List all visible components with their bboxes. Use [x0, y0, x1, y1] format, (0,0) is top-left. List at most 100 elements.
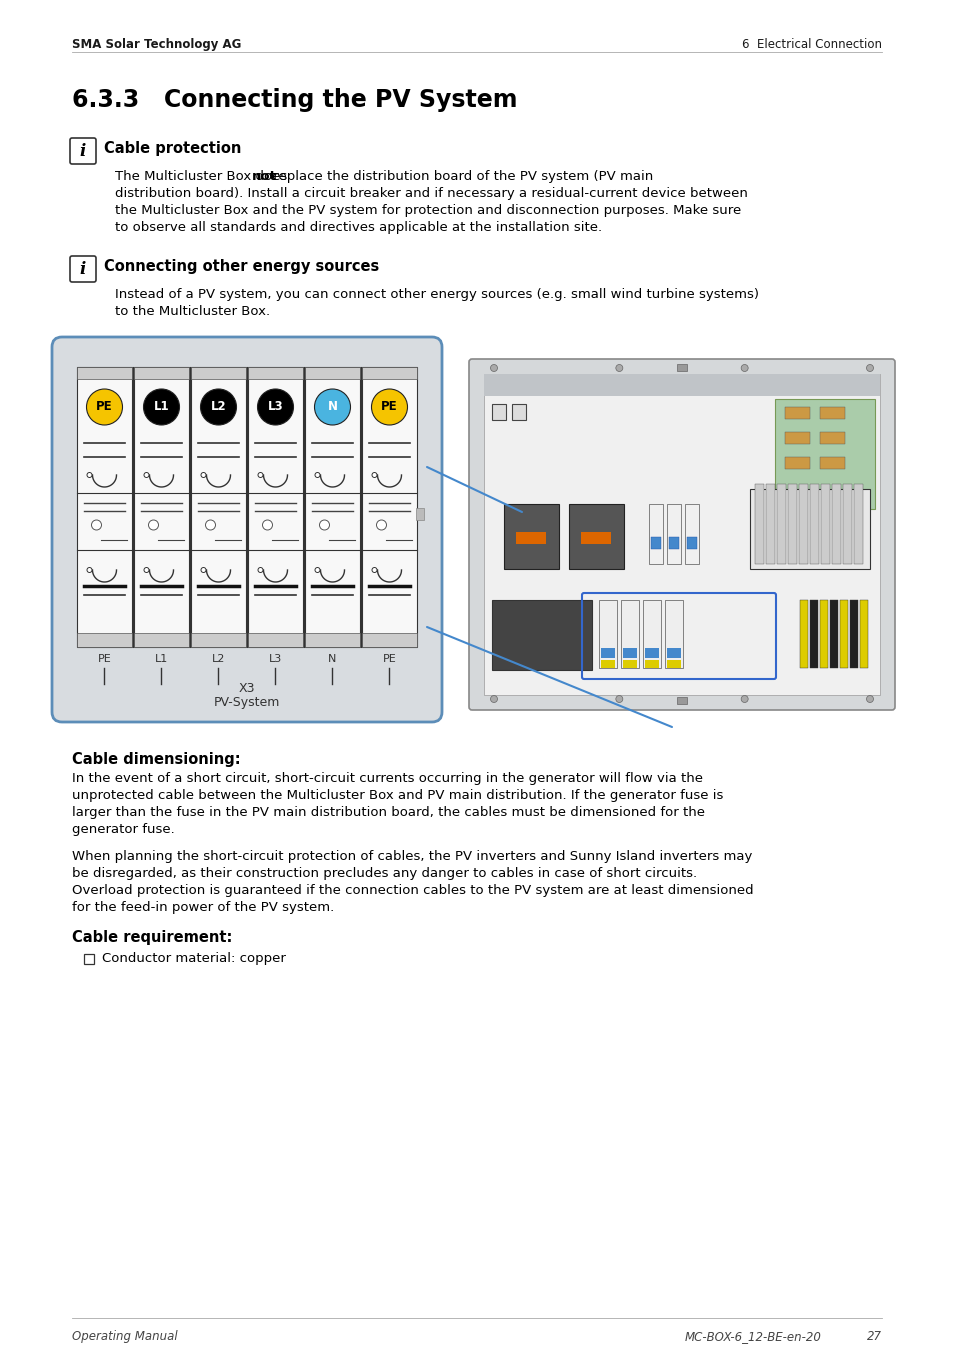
Bar: [600, 660, 615, 668]
Text: i: i: [80, 261, 86, 279]
Circle shape: [616, 365, 622, 372]
Text: PE: PE: [96, 400, 112, 414]
Bar: [580, 531, 610, 544]
FancyBboxPatch shape: [52, 337, 441, 722]
Text: L2: L2: [212, 654, 225, 664]
Bar: [133, 366, 189, 379]
Circle shape: [87, 472, 91, 477]
Bar: [799, 484, 807, 564]
Bar: [765, 484, 774, 564]
Text: L1: L1: [153, 400, 169, 414]
Circle shape: [201, 472, 206, 477]
Bar: [620, 600, 639, 668]
Circle shape: [200, 389, 236, 425]
Bar: [809, 484, 818, 564]
Bar: [133, 366, 189, 648]
Circle shape: [490, 695, 497, 703]
Circle shape: [314, 568, 319, 572]
Bar: [684, 504, 699, 564]
Text: L3: L3: [269, 654, 282, 664]
Text: N: N: [328, 654, 336, 664]
Bar: [820, 600, 827, 668]
Text: Overload protection is guaranteed if the connection cables to the PV system are : Overload protection is guaranteed if the…: [71, 884, 753, 896]
Circle shape: [257, 472, 263, 477]
Text: L1: L1: [154, 654, 168, 664]
Bar: [648, 504, 662, 564]
Bar: [492, 404, 505, 420]
Text: to the Multicluster Box.: to the Multicluster Box.: [115, 306, 270, 318]
Bar: [483, 375, 879, 396]
Text: generator fuse.: generator fuse.: [71, 823, 174, 836]
Text: When planning the short-circuit protection of cables, the PV inverters and Sunny: When planning the short-circuit protecti…: [71, 850, 752, 863]
Text: N: N: [327, 400, 337, 414]
Bar: [598, 600, 617, 668]
Text: Cable dimensioning:: Cable dimensioning:: [71, 752, 240, 767]
Text: the Multicluster Box and the PV system for protection and disconnection purposes: the Multicluster Box and the PV system f…: [115, 204, 740, 218]
Bar: [516, 531, 545, 544]
Circle shape: [143, 389, 179, 425]
Bar: [677, 698, 686, 704]
Bar: [622, 660, 637, 668]
Text: 27: 27: [866, 1330, 882, 1343]
Circle shape: [144, 568, 149, 572]
Bar: [821, 484, 829, 564]
Bar: [849, 600, 857, 668]
Circle shape: [314, 472, 319, 477]
Bar: [668, 537, 679, 549]
Text: to observe all standards and directives applicable at the installation site.: to observe all standards and directives …: [115, 220, 601, 234]
Text: Cable requirement:: Cable requirement:: [71, 930, 233, 945]
Text: The Multicluster Box does: The Multicluster Box does: [115, 170, 292, 183]
Circle shape: [205, 521, 215, 530]
Circle shape: [87, 389, 122, 425]
Circle shape: [319, 521, 329, 530]
Text: Cable protection: Cable protection: [104, 141, 241, 155]
Circle shape: [616, 695, 622, 703]
Bar: [666, 504, 680, 564]
Bar: [361, 366, 416, 648]
Circle shape: [865, 695, 873, 703]
Text: SMA Solar Technology AG: SMA Solar Technology AG: [71, 38, 241, 51]
Text: for the feed-in power of the PV system.: for the feed-in power of the PV system.: [71, 900, 334, 914]
Bar: [774, 399, 874, 508]
FancyBboxPatch shape: [70, 138, 96, 164]
Bar: [305, 633, 359, 648]
Bar: [809, 600, 817, 668]
Text: MC-BOX-6_12-BE-en-20: MC-BOX-6_12-BE-en-20: [684, 1330, 821, 1343]
Circle shape: [257, 568, 263, 572]
Bar: [622, 648, 637, 658]
Bar: [776, 484, 785, 564]
Bar: [305, 366, 359, 648]
Bar: [248, 366, 303, 379]
Bar: [820, 457, 844, 469]
Text: Connecting other energy sources: Connecting other energy sources: [104, 260, 379, 274]
Circle shape: [257, 389, 294, 425]
Bar: [133, 633, 189, 648]
Bar: [503, 504, 558, 569]
Text: Instead of a PV system, you can connect other energy sources (e.g. small wind tu: Instead of a PV system, you can connect …: [115, 288, 759, 301]
Text: PE: PE: [382, 654, 395, 664]
Bar: [831, 484, 841, 564]
Text: Conductor material: copper: Conductor material: copper: [102, 952, 286, 965]
Bar: [248, 366, 303, 648]
Text: PE: PE: [381, 400, 397, 414]
Bar: [248, 633, 303, 648]
Text: 6  Electrical Connection: 6 Electrical Connection: [741, 38, 882, 51]
Bar: [820, 407, 844, 419]
Bar: [483, 375, 879, 695]
Circle shape: [201, 568, 206, 572]
Circle shape: [91, 521, 101, 530]
Circle shape: [144, 472, 149, 477]
Bar: [842, 484, 851, 564]
Text: L2: L2: [211, 400, 226, 414]
Circle shape: [87, 568, 91, 572]
Bar: [644, 660, 659, 668]
Text: larger than the fuse in the PV main distribution board, the cables must be dimen: larger than the fuse in the PV main dist…: [71, 806, 704, 819]
Circle shape: [490, 365, 497, 372]
Bar: [784, 433, 809, 443]
Bar: [77, 366, 132, 379]
Bar: [191, 366, 246, 379]
Bar: [644, 648, 659, 658]
Text: X3: X3: [238, 681, 255, 695]
Text: i: i: [80, 143, 86, 161]
Bar: [77, 366, 132, 648]
